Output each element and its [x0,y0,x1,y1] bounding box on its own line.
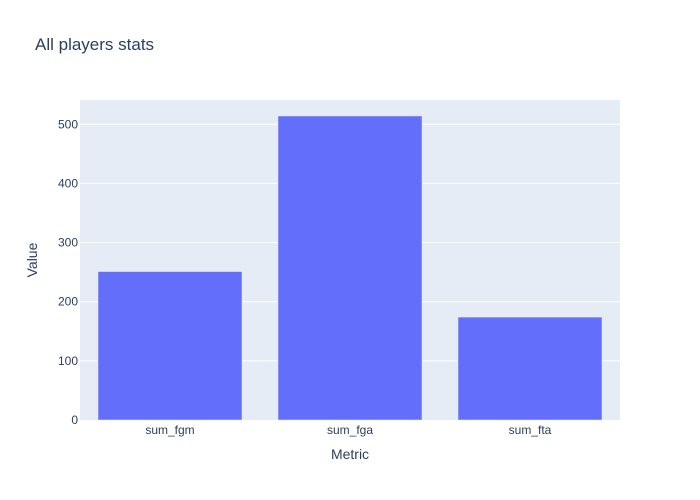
y-tick-label: 300 [58,236,78,250]
bar-sum_fta[interactable] [457,316,603,421]
bar-sum_fgm[interactable] [97,271,243,421]
x-tick-label: sum_fgm [145,423,194,437]
x-axis-title: Metric [331,446,369,462]
y-tick-label: 400 [58,176,78,190]
bars [97,115,603,421]
x-tick-label: sum_fta [509,423,552,437]
y-tick-label: 500 [58,117,78,131]
bar-sum_fga[interactable] [277,115,423,421]
y-tick-label: 200 [58,295,78,309]
x-tick-label: sum_fga [327,423,373,437]
y-axis-ticks: 0 100 200 300 400 500 [58,117,78,427]
chart-title: All players stats [35,35,154,54]
x-axis-ticks: sum_fgm sum_fga sum_fta [145,423,551,437]
y-axis-title: Value [24,242,40,277]
y-tick-label: 100 [58,354,78,368]
y-tick-label: 0 [71,413,78,427]
